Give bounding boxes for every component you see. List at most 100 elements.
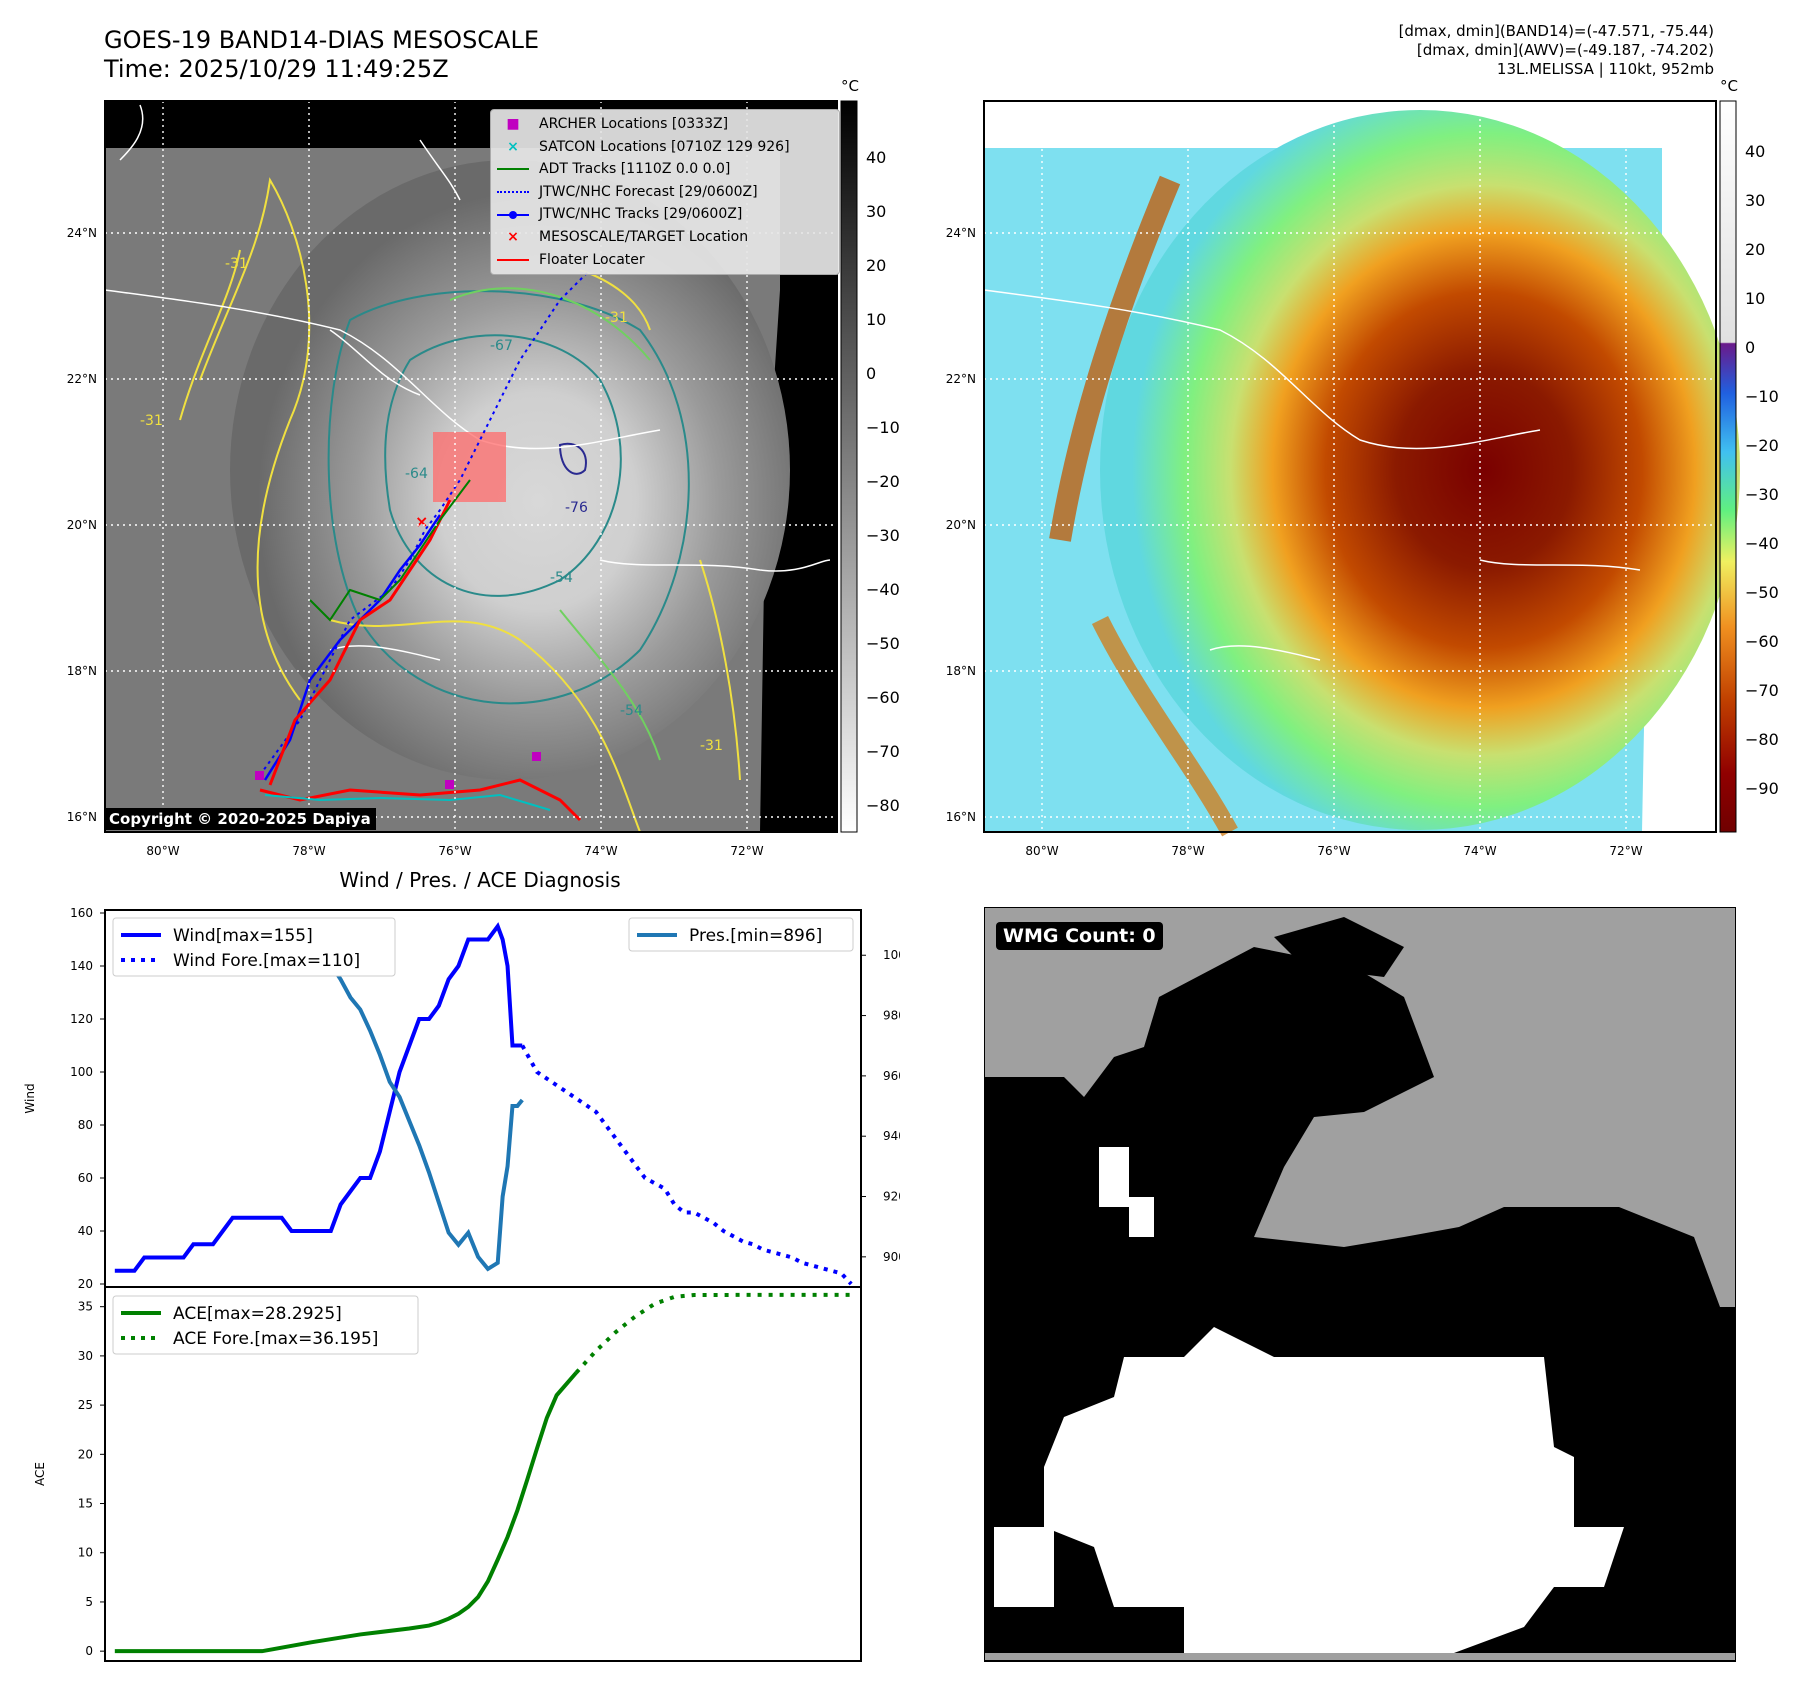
legend-label: ARCHER Locations [0333Z] (539, 116, 729, 132)
lat-label: 22°N (67, 372, 97, 386)
ir-map-panel: × -31 -31 -31 -31 -67 -64 -76 -54 -54 24… (67, 77, 1779, 858)
chart-legend-label: Wind[max=155] (173, 926, 313, 946)
ace-tick-label: 5 (85, 1595, 93, 1609)
chart-legend-label: ACE[max=28.2925] (173, 1304, 342, 1324)
archer-markers (255, 752, 541, 789)
wind-tick-label: 100 (70, 1065, 93, 1079)
lat-label: 16°N (67, 810, 97, 824)
pressure-tick-label: 900 (883, 1250, 900, 1264)
wind-tick-label: 120 (70, 1012, 93, 1026)
legend-entry: ADT Tracks [1110Z 0.0 0.0] (497, 158, 833, 181)
color-colorbar-ticks: 40 30 20 10 0 −10 −20 −30 −40 −50 −60 −7… (1745, 142, 1779, 798)
legend-label: MESOSCALE/TARGET Location (539, 228, 749, 245)
gray-colorbar-unit: °C (841, 77, 859, 95)
ir-coastlines (104, 104, 831, 661)
lon-label: 74°W (584, 844, 617, 858)
colorbar-tick: −50 (866, 634, 900, 653)
ace-tick-label: 15 (78, 1497, 93, 1511)
lon-label: 74°W (1463, 844, 1496, 858)
color-storm-cloud (1100, 110, 1740, 830)
pressure-tick-label: 940 (883, 1129, 900, 1143)
floater-box (433, 432, 506, 502)
lat-label: 18°N (946, 664, 976, 678)
legend-entry: JTWC/NHC Forecast [29/0600Z] (497, 181, 833, 204)
ace-series-line-0 (114, 1371, 578, 1654)
colorbar-tick: −90 (1745, 779, 1779, 798)
legend-label: JTWC/NHC Tracks [29/0600Z] (539, 206, 743, 223)
colorbar-tick: −60 (1745, 632, 1779, 651)
ace-tick-label: 10 (78, 1546, 93, 1560)
colorbar-tick: −10 (1745, 387, 1779, 406)
colorbar-tick: −20 (1745, 436, 1779, 455)
colorbar-tick: 0 (1745, 338, 1755, 357)
stats-line-1: [dmax, dmin](BAND14)=(-47.571, -75.44) (1398, 22, 1714, 40)
chart-legend-label: ACE Fore.[max=36.195] (173, 1329, 378, 1349)
wind-pressure-panel: 20 40 60 80 100 120 140 160 900 920 940 960 980 1000 W… (23, 906, 900, 1291)
legend-swatch (497, 258, 529, 261)
legend-entry: × SATCON Locations [0710Z 129 926] (497, 136, 833, 159)
lat-label: 20°N (946, 518, 976, 532)
lat-label: 20°N (67, 518, 97, 532)
lat-label: 24°N (67, 226, 97, 240)
wind-tick-label: 60 (78, 1171, 93, 1185)
mesoscale-target-marker: × (415, 512, 428, 531)
colorbar-tick: 10 (1745, 289, 1765, 308)
colorbar-tick: −80 (866, 796, 900, 815)
ace-axis-label: ACE (33, 1462, 47, 1486)
contour-label: -31 (225, 256, 248, 272)
colorbar-tick: −40 (866, 580, 900, 599)
ace-tick-label: 30 (78, 1349, 93, 1363)
legend-swatch (497, 191, 529, 194)
colorbar-tick: −70 (866, 742, 900, 761)
ace-plot-frame (104, 1286, 862, 1662)
ir-axis-labels: 24°N 22°N 20°N 18°N 16°N 80°W 78°W 76°W … (67, 226, 764, 858)
figure-title: GOES-19 BAND14-DIAS MESOSCALE Time: 2025… (104, 26, 539, 84)
colorbar-tick: 40 (1745, 142, 1765, 161)
lat-label: 18°N (67, 664, 97, 678)
lon-label: 72°W (1609, 844, 1642, 858)
pressure-tick-label: 980 (883, 1009, 900, 1023)
colorbar-tick: −80 (1745, 730, 1779, 749)
lat-label: 22°N (946, 372, 976, 386)
series-line-1 (520, 1044, 853, 1286)
colorbar-tick: −30 (866, 526, 900, 545)
colorbar-tick: −50 (1745, 583, 1779, 602)
contour-label: -64 (405, 466, 428, 482)
contour-label: -67 (490, 338, 513, 354)
contour-label: -31 (605, 310, 628, 326)
legend-swatch: ■ (506, 116, 520, 132)
chart-legend-box (628, 917, 854, 952)
legend-label: SATCON Locations [0710Z 129 926] (539, 138, 790, 155)
legend-swatch: × (507, 138, 519, 155)
colorbar-tick: 40 (866, 148, 886, 167)
contour-label: -31 (140, 413, 163, 429)
wind-tick-label: 40 (78, 1224, 93, 1238)
color-colorbar (1719, 100, 1737, 833)
legend-label: JTWC/NHC Forecast [29/0600Z] (539, 183, 758, 200)
colorbar-tick: −60 (866, 688, 900, 707)
colorbar-tick: 30 (866, 202, 886, 221)
legend-label: Floater Locater (539, 251, 645, 268)
wind-tick-label: 20 (78, 1277, 93, 1291)
lon-label: 80°W (146, 844, 179, 858)
ace-panel: 0 5 10 15 20 25 30 35 ACE ACE[max=28.2925] ACE For… (33, 1286, 862, 1662)
contour-label: -31 (700, 738, 723, 754)
lon-label: 72°W (730, 844, 763, 858)
gray-colorbar-ticks: 40 30 20 10 0 −10 −20 −30 −40 −50 −60 −7… (866, 148, 900, 815)
colorbar-tick: −30 (1745, 485, 1779, 504)
wind-tick-label: 140 (70, 959, 93, 973)
ace-tick-label: 20 (78, 1447, 93, 1461)
contour-label: -76 (565, 500, 588, 516)
legend-entry: × MESOSCALE/TARGET Location (497, 226, 833, 249)
ace-tick-label: 0 (85, 1644, 93, 1658)
wmg-count-badge: WMG Count: 0 (996, 922, 1163, 950)
colorbar-tick: 10 (866, 310, 886, 329)
stats-info: [dmax, dmin](BAND14)=(-47.571, -75.44) [… (1399, 22, 1714, 79)
contour-label: -54 (620, 703, 643, 719)
lon-label: 76°W (1317, 844, 1350, 858)
pressure-tick-label: 1000 (883, 948, 900, 962)
chart-legend-label: Wind Fore.[max=110] (173, 951, 360, 971)
contour-labels: -31 -31 -31 -31 -67 -64 -76 -54 -54 (140, 256, 723, 754)
lon-label: 78°W (292, 844, 325, 858)
wind-axis-label: Wind (23, 1083, 37, 1113)
